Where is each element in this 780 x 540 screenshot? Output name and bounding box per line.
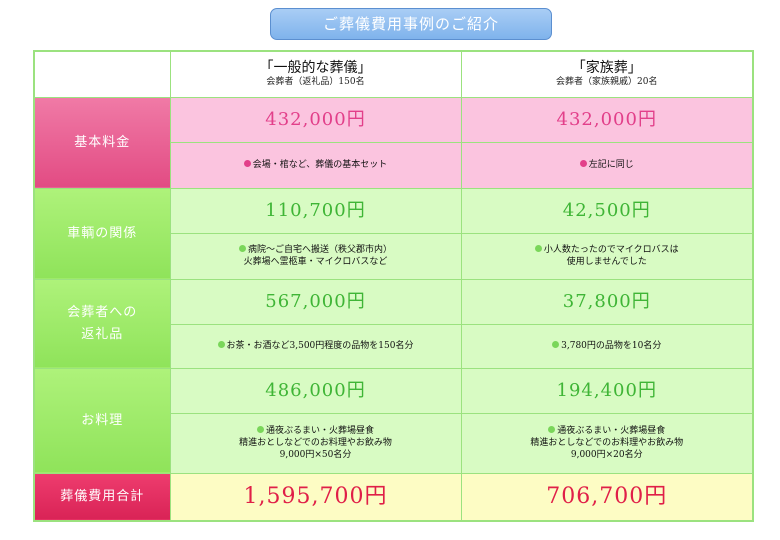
- column-title: 「家族葬」: [571, 60, 642, 77]
- amount-cell: 486,000円: [169, 367, 462, 414]
- bullet-dot-icon: [217, 341, 225, 348]
- note-line: 病院～ご自宅へ搬送（秩父郡市内）: [171, 244, 461, 256]
- row-label-basic-fee: 基本料金: [33, 96, 171, 189]
- note-line: 9,000円×50名分: [279, 450, 352, 460]
- total-amount-cell: 706,700円: [460, 472, 754, 522]
- table-row: 通夜ぶるまい・火葬場昼食 精進おとしなどでのお料理やお飲み物 9,000円×50…: [34, 412, 754, 474]
- amount-cell: 37,800円: [460, 278, 754, 325]
- bullet-dot-icon: [579, 160, 587, 167]
- row-label-total: 葬儀費用合計: [33, 472, 171, 522]
- note-line: 火葬場へ霊柩車・マイクロバスなど: [243, 257, 388, 267]
- note-cell: 通夜ぶるまい・火葬場昼食 精進おとしなどでのお料理やお飲み物 9,000円×20…: [460, 412, 754, 474]
- header-empty-cell: [33, 50, 171, 98]
- row-label-return-gift: 会葬者への 返礼品: [33, 278, 171, 369]
- amount-cell: 432,000円: [169, 96, 462, 143]
- column-subtitle: 会葬者（家族親戚）20名: [556, 77, 658, 88]
- note-cell: 病院～ご自宅へ搬送（秩父郡市内） 火葬場へ霊柩車・マイクロバスなど: [169, 232, 462, 280]
- bullet-dot-icon: [548, 426, 556, 433]
- row-label-vehicle: 車輌の関係: [33, 187, 171, 280]
- bullet-dot-icon: [552, 341, 560, 348]
- note-line: お茶・お酒など3,500円程度の品物を150名分: [171, 340, 461, 352]
- table-row: お料理 486,000円 194,400円: [33, 367, 754, 474]
- note-line: 精進おとしなどでのお料理やお飲み物: [239, 438, 392, 448]
- table-row-total: 葬儀費用合計 1,595,700円 706,700円: [33, 472, 754, 522]
- header-family-funeral: 「家族葬」 会葬者（家族親戚）20名: [460, 50, 754, 98]
- note-line: 左記に同じ: [462, 159, 753, 171]
- row-label-food: お料理: [33, 367, 171, 474]
- amount-cell: 110,700円: [169, 187, 462, 234]
- note-line: 精進おとしなどでのお料理やお飲み物: [530, 438, 684, 448]
- table-row: 会場・棺など、葬儀の基本セット 左記に同じ: [34, 141, 754, 189]
- note-cell: お茶・お酒など3,500円程度の品物を150名分: [169, 323, 462, 369]
- bullet-dot-icon: [243, 160, 251, 167]
- amount-cell: 194,400円: [460, 367, 754, 414]
- column-title: 「一般的な葬儀」: [259, 60, 372, 77]
- note-text: 左記に同じ: [588, 160, 634, 170]
- note-line: 9,000円×20名分: [570, 450, 643, 460]
- table-row: 車輌の関係 110,700円 42,500円: [33, 187, 754, 280]
- column-subtitle: 会葬者（返礼品）150名: [266, 77, 365, 88]
- note-line: 3,780円の品物を10名分: [462, 340, 753, 352]
- bullet-dot-icon: [534, 245, 542, 252]
- table-header-row: 「一般的な葬儀」 会葬者（返礼品）150名 「家族葬」 会葬者（家族親戚）20名: [33, 50, 754, 98]
- note-cell: 左記に同じ: [460, 141, 754, 189]
- note-line: 小人数たったのでマイクロバスは: [462, 244, 753, 256]
- total-amount-cell: 1,595,700円: [169, 472, 462, 522]
- note-text: 3,780円の品物を10名分: [561, 341, 662, 351]
- table-row: 会葬者への 返礼品 567,000円 37,800円: [33, 278, 754, 369]
- note-cell: 会場・棺など、葬儀の基本セット: [169, 141, 462, 189]
- note-line: 会場・棺など、葬儀の基本セット: [171, 159, 461, 171]
- page-title: ご葬儀費用事例のご紹介: [270, 8, 552, 40]
- header-general-funeral: 「一般的な葬儀」 会葬者（返礼品）150名: [169, 50, 462, 98]
- note-text: 小人数たったのでマイクロバスは: [543, 245, 679, 255]
- note-text: お茶・お酒など3,500円程度の品物を150名分: [226, 341, 414, 351]
- note-text: 通夜ぶるまい・火葬場昼食: [557, 426, 666, 436]
- note-line: 使用しませんでした: [566, 257, 647, 267]
- amount-cell: 42,500円: [460, 187, 754, 234]
- note-line: 通夜ぶるまい・火葬場昼食: [171, 425, 461, 437]
- bullet-dot-icon: [238, 245, 246, 252]
- amount-cell: 432,000円: [460, 96, 754, 143]
- note-text: 病院～ご自宅へ搬送（秩父郡市内）: [247, 245, 392, 255]
- amount-cell: 567,000円: [169, 278, 462, 325]
- row-label-line: 返礼品: [81, 326, 124, 342]
- table-row: 基本料金 432,000円 432,000円: [33, 96, 754, 189]
- bullet-dot-icon: [256, 426, 264, 433]
- note-text: 通夜ぶるまい・火葬場昼食: [265, 426, 374, 436]
- note-cell: 3,780円の品物を10名分: [460, 323, 754, 369]
- note-text: 会場・棺など、葬儀の基本セット: [252, 160, 388, 170]
- note-cell: 通夜ぶるまい・火葬場昼食 精進おとしなどでのお料理やお飲み物 9,000円×50…: [169, 412, 462, 474]
- funeral-cost-table: 「一般的な葬儀」 会葬者（返礼品）150名 「家族葬」 会葬者（家族親戚）20名…: [33, 50, 754, 522]
- note-cell: 小人数たったのでマイクロバスは 使用しませんでした: [460, 232, 754, 280]
- note-line: 通夜ぶるまい・火葬場昼食: [462, 425, 753, 437]
- table-row: 病院～ご自宅へ搬送（秩父郡市内） 火葬場へ霊柩車・マイクロバスなど 小人数たった…: [34, 232, 754, 280]
- table-row: お茶・お酒など3,500円程度の品物を150名分 3,780円の品物を10名分: [34, 323, 754, 369]
- row-label-line: 会葬者への: [67, 304, 138, 320]
